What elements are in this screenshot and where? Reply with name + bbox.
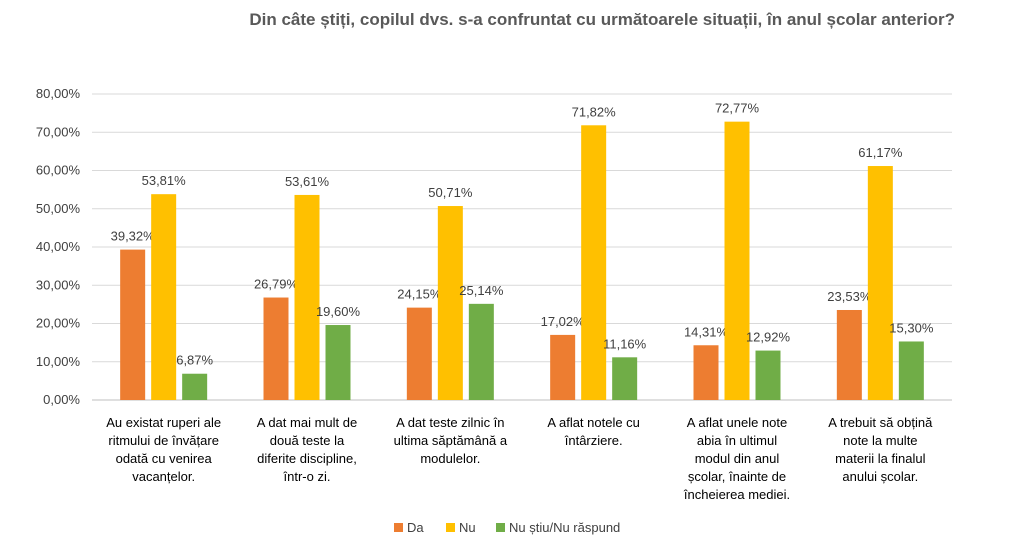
bar-nu — [151, 194, 177, 400]
y-tick-label: 50,00% — [36, 201, 81, 216]
data-label: 72,77% — [715, 101, 760, 116]
bar-nu-tiu-nu-r-spund — [468, 303, 494, 400]
bar-nu-tiu-nu-r-spund — [182, 373, 208, 400]
y-tick-label: 0,00% — [43, 392, 80, 407]
data-label: 61,17% — [858, 145, 903, 160]
bar-nu — [437, 206, 463, 400]
category-label: A trebuit să obțină note la multe materii … — [828, 415, 933, 484]
bar-da — [120, 249, 146, 400]
y-tick-label: 10,00% — [36, 354, 81, 369]
data-label: 53,61% — [285, 174, 330, 189]
legend-swatch — [446, 523, 455, 532]
data-label: 14,31% — [684, 324, 729, 339]
bar-nu-tiu-nu-r-spund — [325, 325, 351, 400]
y-tick-label: 70,00% — [36, 124, 81, 139]
y-tick-label: 20,00% — [36, 316, 81, 331]
data-label: 17,02% — [541, 314, 586, 329]
data-label: 26,79% — [254, 277, 299, 292]
data-label: 6,87% — [176, 353, 213, 368]
chart-title: Din câte știți, copilul dvs. s-a confrun… — [249, 10, 955, 29]
y-tick-label: 80,00% — [36, 86, 81, 101]
data-label: 15,30% — [889, 320, 934, 335]
legend-item: Nu știu/Nu răspund — [496, 520, 620, 535]
bar-nu — [867, 166, 893, 400]
legend-label: Da — [407, 520, 424, 535]
bar-nu — [724, 121, 750, 400]
data-label: 50,71% — [428, 185, 473, 200]
data-label: 39,32% — [111, 229, 156, 244]
data-label: 11,16% — [603, 336, 647, 351]
bar-da — [406, 307, 432, 400]
data-label: 25,14% — [459, 283, 504, 298]
legend-label: Nu — [459, 520, 476, 535]
category-label: A aflat notele cu întârziere. — [547, 415, 640, 448]
legend-item: Da — [394, 520, 424, 535]
y-tick-label: 40,00% — [36, 239, 81, 254]
data-label: 24,15% — [397, 287, 442, 302]
bar-da — [693, 345, 719, 400]
data-label: 23,53% — [827, 289, 872, 304]
legend-swatch — [394, 523, 403, 532]
category-label: Au existat ruperi ale ritmului de învățar… — [106, 415, 221, 484]
bar-da — [263, 297, 289, 400]
data-label: 12,92% — [746, 330, 791, 345]
legend-swatch — [496, 523, 505, 532]
bar-nu — [294, 194, 320, 400]
bar-nu — [581, 125, 607, 400]
bar-nu-tiu-nu-r-spund — [755, 350, 781, 400]
data-label: 53,81% — [142, 173, 187, 188]
y-tick-label: 60,00% — [36, 163, 81, 178]
category-label: A dat mai mult de două teste la diferite d… — [257, 415, 357, 484]
y-tick-label: 30,00% — [36, 277, 81, 292]
bar-da — [836, 309, 862, 400]
legend-item: Nu — [446, 520, 476, 535]
category-label: A aflat unele note abia în ultimul modul d… — [683, 415, 790, 502]
bar-nu-tiu-nu-r-spund — [612, 357, 638, 400]
data-label: 19,60% — [316, 304, 361, 319]
bar-da — [550, 334, 576, 400]
data-label: 71,82% — [572, 104, 617, 119]
legend-label: Nu știu/Nu răspund — [509, 520, 620, 535]
bar-nu-tiu-nu-r-spund — [898, 341, 924, 400]
